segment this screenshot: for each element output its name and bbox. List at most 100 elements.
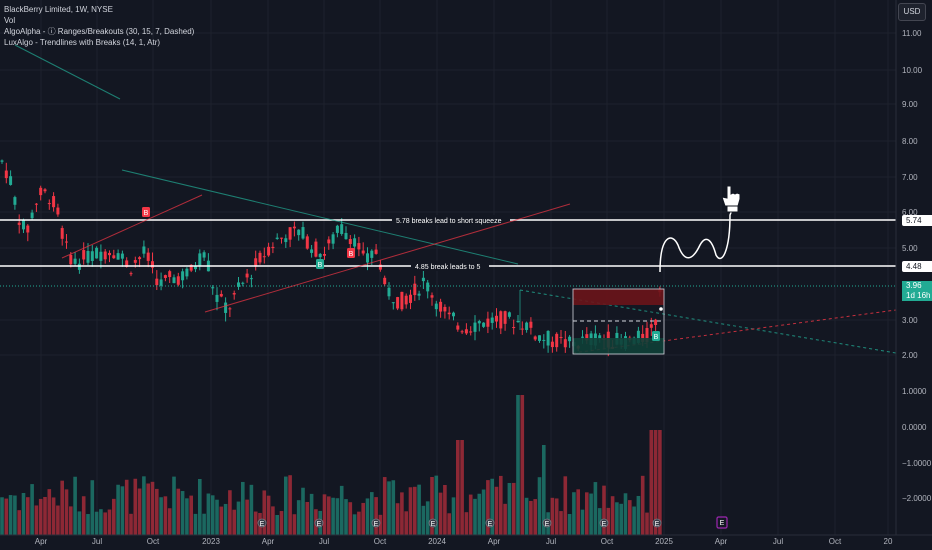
candle-body xyxy=(34,203,38,205)
candle-body xyxy=(507,312,511,317)
candle-body xyxy=(108,252,111,256)
volume-bar xyxy=(447,513,451,535)
candle-body xyxy=(138,257,142,260)
volume-bar xyxy=(17,510,21,535)
candle-body xyxy=(292,226,296,229)
volume-bar xyxy=(73,476,77,535)
volume-bar xyxy=(529,500,533,535)
candle-body xyxy=(133,259,137,263)
luxalgo-indicator-label[interactable]: LuxAlgo - Trendlines with Breaks (14, 1,… xyxy=(4,38,161,47)
volume-bar xyxy=(236,501,241,535)
volume-bar xyxy=(395,503,400,535)
candle-body xyxy=(525,322,529,330)
candle-body xyxy=(447,312,451,315)
breakout-badge-red-text: B xyxy=(144,210,149,217)
candle-body xyxy=(211,287,215,289)
breakout-badge-green-text: B xyxy=(654,334,659,341)
candle-body xyxy=(99,251,103,261)
volume-bar xyxy=(202,513,206,535)
volume-bar xyxy=(640,475,645,535)
volume-indicator-label[interactable]: Vol xyxy=(4,16,16,25)
volume-bar xyxy=(468,494,473,535)
candle-body xyxy=(404,295,408,305)
volume-bar xyxy=(129,513,133,535)
volume-bar xyxy=(533,499,537,535)
candle-body xyxy=(65,241,68,243)
candle-body xyxy=(90,251,94,261)
candle-body xyxy=(391,302,395,304)
candle-body xyxy=(52,196,56,208)
volume-bar xyxy=(81,496,86,535)
candle-body xyxy=(585,334,589,341)
volume-bar xyxy=(219,506,224,535)
candle-body xyxy=(43,189,47,192)
candle-body xyxy=(426,282,430,292)
volume-bar xyxy=(322,494,327,535)
candle-body xyxy=(254,258,258,267)
volume-axis-label: 1.0000 xyxy=(902,387,927,396)
candle-body xyxy=(194,266,197,270)
candle-body xyxy=(284,238,288,243)
volume-bar xyxy=(503,503,507,535)
volume-bar xyxy=(623,493,628,535)
candle-body xyxy=(370,250,374,258)
volume-axis-label: −1.0000 xyxy=(902,459,932,468)
volume-bar xyxy=(516,395,520,535)
volume-bar xyxy=(198,478,202,535)
volume-bar xyxy=(296,500,301,535)
upcoming-earnings-marker xyxy=(716,516,728,529)
volume-bar xyxy=(0,497,4,535)
volume-bar xyxy=(610,496,615,535)
volume-bar xyxy=(86,514,90,535)
volume-bar xyxy=(421,505,426,535)
candle-body xyxy=(163,275,167,278)
candle-body xyxy=(172,277,176,284)
symbol-title[interactable]: BlackBerry Limited, 1W, NYSE xyxy=(4,5,113,14)
volume-bar xyxy=(524,497,529,535)
volume-bar xyxy=(511,482,516,535)
volume-bar xyxy=(542,445,546,535)
volume-bar xyxy=(430,477,434,535)
candle-body xyxy=(176,276,180,285)
candle-body xyxy=(202,252,206,258)
algoalpha-indicator-label[interactable]: AlgoAlpha - ⓘ Ranges/Breakouts (30, 15, … xyxy=(4,27,195,36)
time-axis-label: 2025 xyxy=(655,537,673,546)
candle-body xyxy=(215,294,219,302)
candle-body xyxy=(348,239,352,245)
volume-bar xyxy=(348,502,353,535)
candle-body xyxy=(73,258,77,264)
volume-bar xyxy=(223,503,228,535)
volume-bar xyxy=(387,481,391,535)
volume-bar xyxy=(443,484,447,535)
volume-bar xyxy=(64,489,69,535)
candle-body xyxy=(232,293,236,295)
candle-body xyxy=(275,237,279,239)
price-tag-448: 4.48 xyxy=(902,261,932,272)
candle-body xyxy=(400,291,404,310)
candle-body xyxy=(563,339,567,348)
candle-body xyxy=(357,243,361,250)
candle-body xyxy=(13,197,17,205)
candle-body xyxy=(116,253,120,260)
volume-bar xyxy=(645,512,649,535)
candle-body xyxy=(598,335,602,339)
candle-body xyxy=(529,321,533,328)
candle-body xyxy=(181,271,185,281)
volume-bar xyxy=(4,498,9,535)
currency-button[interactable]: USD xyxy=(898,3,926,21)
volume-bar xyxy=(180,491,185,535)
volume-bar xyxy=(167,508,172,535)
earnings-marker-text: E xyxy=(431,521,436,528)
candle-body xyxy=(499,311,503,329)
candle-body xyxy=(533,336,537,340)
volume-bar xyxy=(305,501,310,535)
volume-bar xyxy=(507,483,512,535)
volume-bar xyxy=(185,498,189,535)
earnings-marker-text: E xyxy=(488,521,493,528)
volume-bar xyxy=(619,503,623,535)
candle-body xyxy=(22,220,25,230)
volume-bar xyxy=(38,498,43,535)
earnings-marker-text: E xyxy=(655,521,660,528)
volume-bar xyxy=(559,511,563,535)
